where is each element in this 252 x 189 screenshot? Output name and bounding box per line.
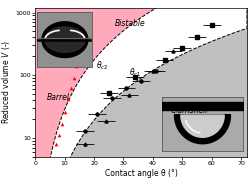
Point xyxy=(54,143,58,146)
Point xyxy=(77,21,81,24)
Y-axis label: Reduced volume $\tilde{V}$ (-): Reduced volume $\tilde{V}$ (-) xyxy=(0,40,13,124)
Text: Clamshell: Clamshell xyxy=(171,106,208,115)
Point xyxy=(66,97,70,100)
Point xyxy=(57,134,61,137)
X-axis label: Contact angle θ (°): Contact angle θ (°) xyxy=(105,169,178,178)
Text: Bistable: Bistable xyxy=(115,19,145,28)
Point xyxy=(60,122,64,125)
Text: $\theta_{c1}$: $\theta_{c1}$ xyxy=(129,66,142,79)
Point xyxy=(72,77,76,80)
Point xyxy=(63,110,67,113)
Point xyxy=(74,40,78,43)
Point xyxy=(73,52,77,55)
Text: $\theta_{c2}$: $\theta_{c2}$ xyxy=(96,59,108,72)
Point xyxy=(69,87,73,90)
Point xyxy=(74,65,78,68)
Point xyxy=(76,30,80,33)
Text: Barrel: Barrel xyxy=(47,93,70,102)
Point xyxy=(79,14,83,17)
